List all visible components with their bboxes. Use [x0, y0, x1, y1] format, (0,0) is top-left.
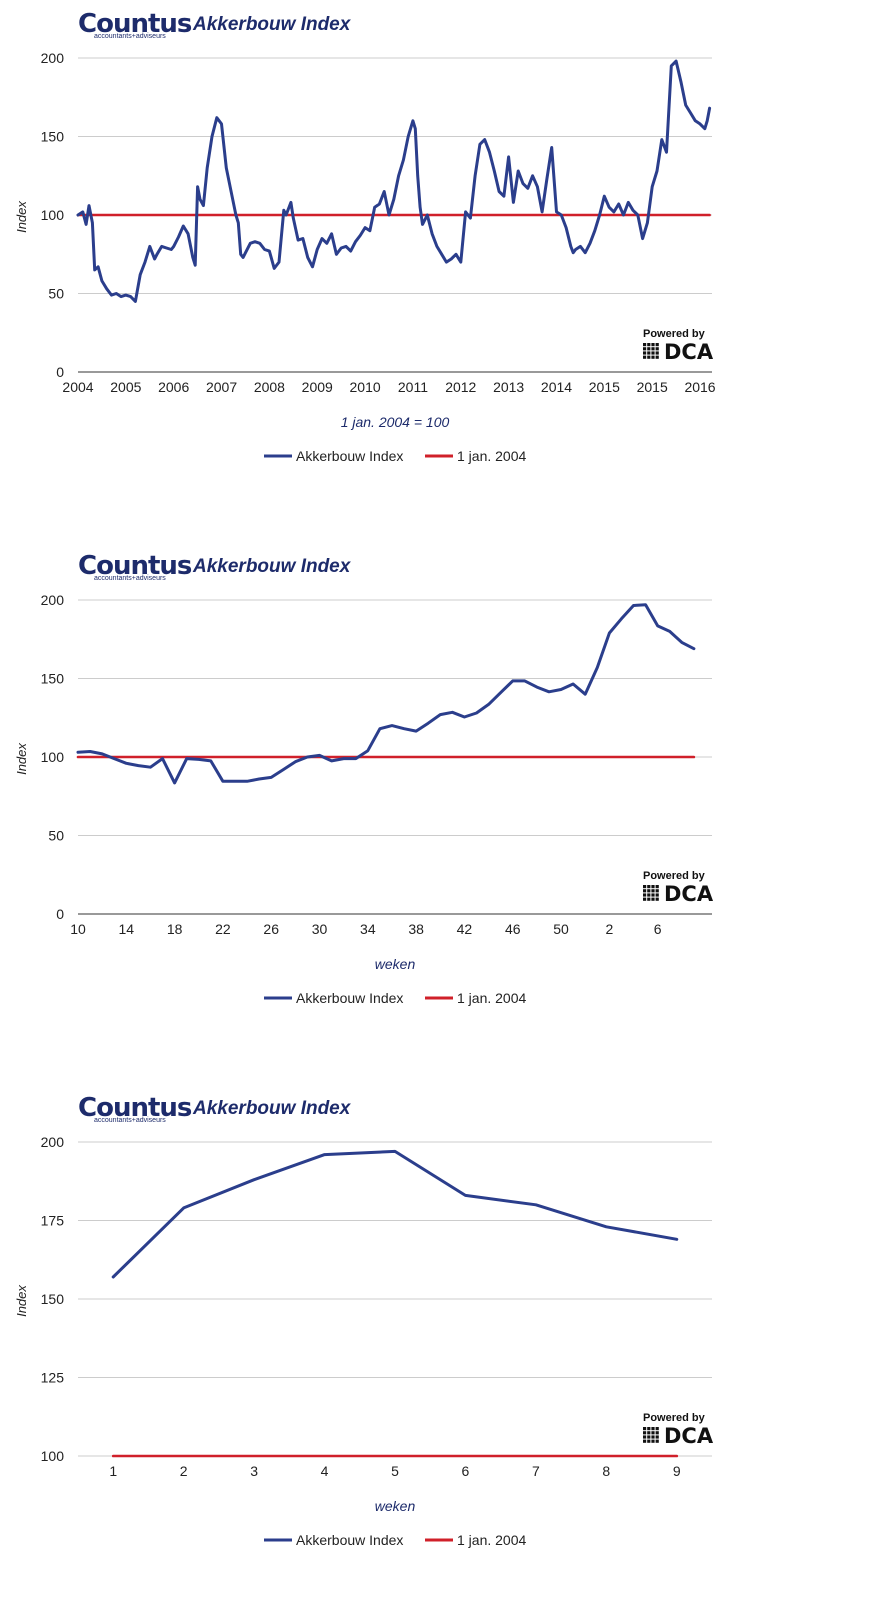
series-line-akkerbouw-index — [111, 1149, 679, 1279]
x-tick-label: 2009 — [302, 379, 333, 395]
y-tick-label: 150 — [41, 1291, 65, 1307]
x-tick-label: 2 — [605, 921, 613, 937]
chart-panel-3: Countus accountants+adviseurs Akkerbouw In… — [0, 1084, 874, 1607]
logo-tagline: accountants+adviseurs — [94, 33, 166, 40]
x-tick-label: 18 — [167, 921, 183, 937]
logo-wordmark: Countus — [78, 1093, 192, 1123]
chart-title: Akkerbouw Index — [192, 14, 352, 35]
y-axis-label: Index — [14, 1285, 29, 1317]
y-tick-label: 125 — [41, 1370, 65, 1386]
legend-label-reference: 1 jan. 2004 — [457, 990, 526, 1006]
x-tick-label: 10 — [70, 921, 86, 937]
x-tick-label: 2014 — [541, 379, 572, 395]
y-tick-label: 100 — [41, 749, 65, 765]
x-tick-label: 2005 — [110, 379, 141, 395]
x-tick-label: 14 — [119, 921, 135, 937]
x-tick-label: 2011 — [398, 379, 428, 395]
chart-panel-1: Countus accountants+adviseurs Akkerbouw In… — [0, 0, 874, 523]
x-tick-label: 2008 — [254, 379, 285, 395]
x-tick-label: 2013 — [493, 379, 524, 395]
x-tick-label: 22 — [215, 921, 231, 937]
chart-title: Akkerbouw Index — [192, 1098, 352, 1119]
x-tick-label: 38 — [408, 921, 424, 937]
x-tick-label: 8 — [602, 1463, 610, 1479]
y-tick-label: 200 — [41, 1134, 65, 1150]
series-line-akkerbouw-index — [76, 603, 696, 785]
chart-panel-2: Countus accountants+adviseurs Akkerbouw In… — [0, 542, 874, 1065]
legend-label-akkerbouw: Akkerbouw Index — [296, 1532, 403, 1548]
logo-wordmark: Countus — [78, 551, 192, 581]
series-line-akkerbouw-index — [76, 59, 712, 303]
y-tick-label: 200 — [41, 592, 65, 608]
x-tick-label: 4 — [321, 1463, 329, 1479]
x-tick-label: 2012 — [445, 379, 476, 395]
x-tick-label: 42 — [457, 921, 473, 937]
x-axis-label: weken — [375, 1498, 416, 1514]
x-tick-label: 46 — [505, 921, 521, 937]
y-tick-label: 200 — [41, 50, 65, 66]
y-tick-label: 0 — [56, 364, 64, 380]
x-tick-label: 2010 — [350, 379, 381, 395]
dca-grid-icon — [643, 885, 659, 901]
legend-label-reference: 1 jan. 2004 — [457, 1532, 526, 1548]
dca-wordmark: DCA — [664, 340, 714, 364]
dca-grid-icon — [643, 1427, 659, 1443]
powered-by-text: Powered by — [643, 328, 706, 340]
y-tick-label: 175 — [41, 1213, 65, 1229]
x-axis-label: 1 jan. 2004 = 100 — [341, 414, 450, 430]
x-tick-label: 7 — [532, 1463, 540, 1479]
y-tick-label: 50 — [48, 286, 64, 302]
x-tick-label: 9 — [673, 1463, 681, 1479]
y-tick-label: 100 — [41, 1448, 65, 1464]
legend-label-akkerbouw: Akkerbouw Index — [296, 448, 403, 464]
powered-by-text: Powered by — [643, 1412, 706, 1424]
x-tick-label: 2015 — [589, 379, 620, 395]
y-tick-label: 100 — [41, 207, 65, 223]
y-tick-label: 50 — [48, 828, 64, 844]
x-tick-label: 2016 — [684, 379, 715, 395]
y-tick-label: 150 — [41, 129, 65, 145]
legend-label-reference: 1 jan. 2004 — [457, 448, 526, 464]
x-tick-label: 26 — [263, 921, 279, 937]
dca-wordmark: DCA — [664, 1424, 714, 1448]
x-tick-label: 5 — [391, 1463, 399, 1479]
legend: Akkerbouw Index 1 jan. 2004 — [264, 448, 526, 464]
x-tick-label: 2004 — [62, 379, 93, 395]
x-tick-label: 1 — [109, 1463, 117, 1479]
x-tick-label: 6 — [462, 1463, 470, 1479]
x-tick-label: 6 — [654, 921, 662, 937]
x-tick-label: 3 — [250, 1463, 258, 1479]
chart-title: Akkerbouw Index — [192, 556, 352, 577]
dca-wordmark: DCA — [664, 882, 714, 906]
x-tick-label: 34 — [360, 921, 376, 937]
x-tick-label: 30 — [312, 921, 328, 937]
logo-tagline: accountants+adviseurs — [94, 1117, 166, 1124]
y-axis-label: Index — [14, 743, 29, 775]
powered-by-text: Powered by — [643, 870, 706, 882]
x-tick-label: 2007 — [206, 379, 237, 395]
y-axis-label: Index — [14, 201, 29, 233]
x-tick-label: 2015 — [637, 379, 668, 395]
dca-grid-icon — [643, 343, 659, 359]
x-tick-label: 50 — [553, 921, 569, 937]
x-axis-label: weken — [375, 956, 416, 972]
legend-label-akkerbouw: Akkerbouw Index — [296, 990, 403, 1006]
legend: Akkerbouw Index 1 jan. 2004 — [264, 990, 526, 1006]
x-tick-label: 2006 — [158, 379, 189, 395]
y-tick-label: 150 — [41, 671, 65, 687]
y-tick-label: 0 — [56, 906, 64, 922]
logo-tagline: accountants+adviseurs — [94, 575, 166, 582]
logo-wordmark: Countus — [78, 9, 192, 39]
legend: Akkerbouw Index 1 jan. 2004 — [264, 1532, 526, 1548]
x-tick-label: 2 — [180, 1463, 188, 1479]
